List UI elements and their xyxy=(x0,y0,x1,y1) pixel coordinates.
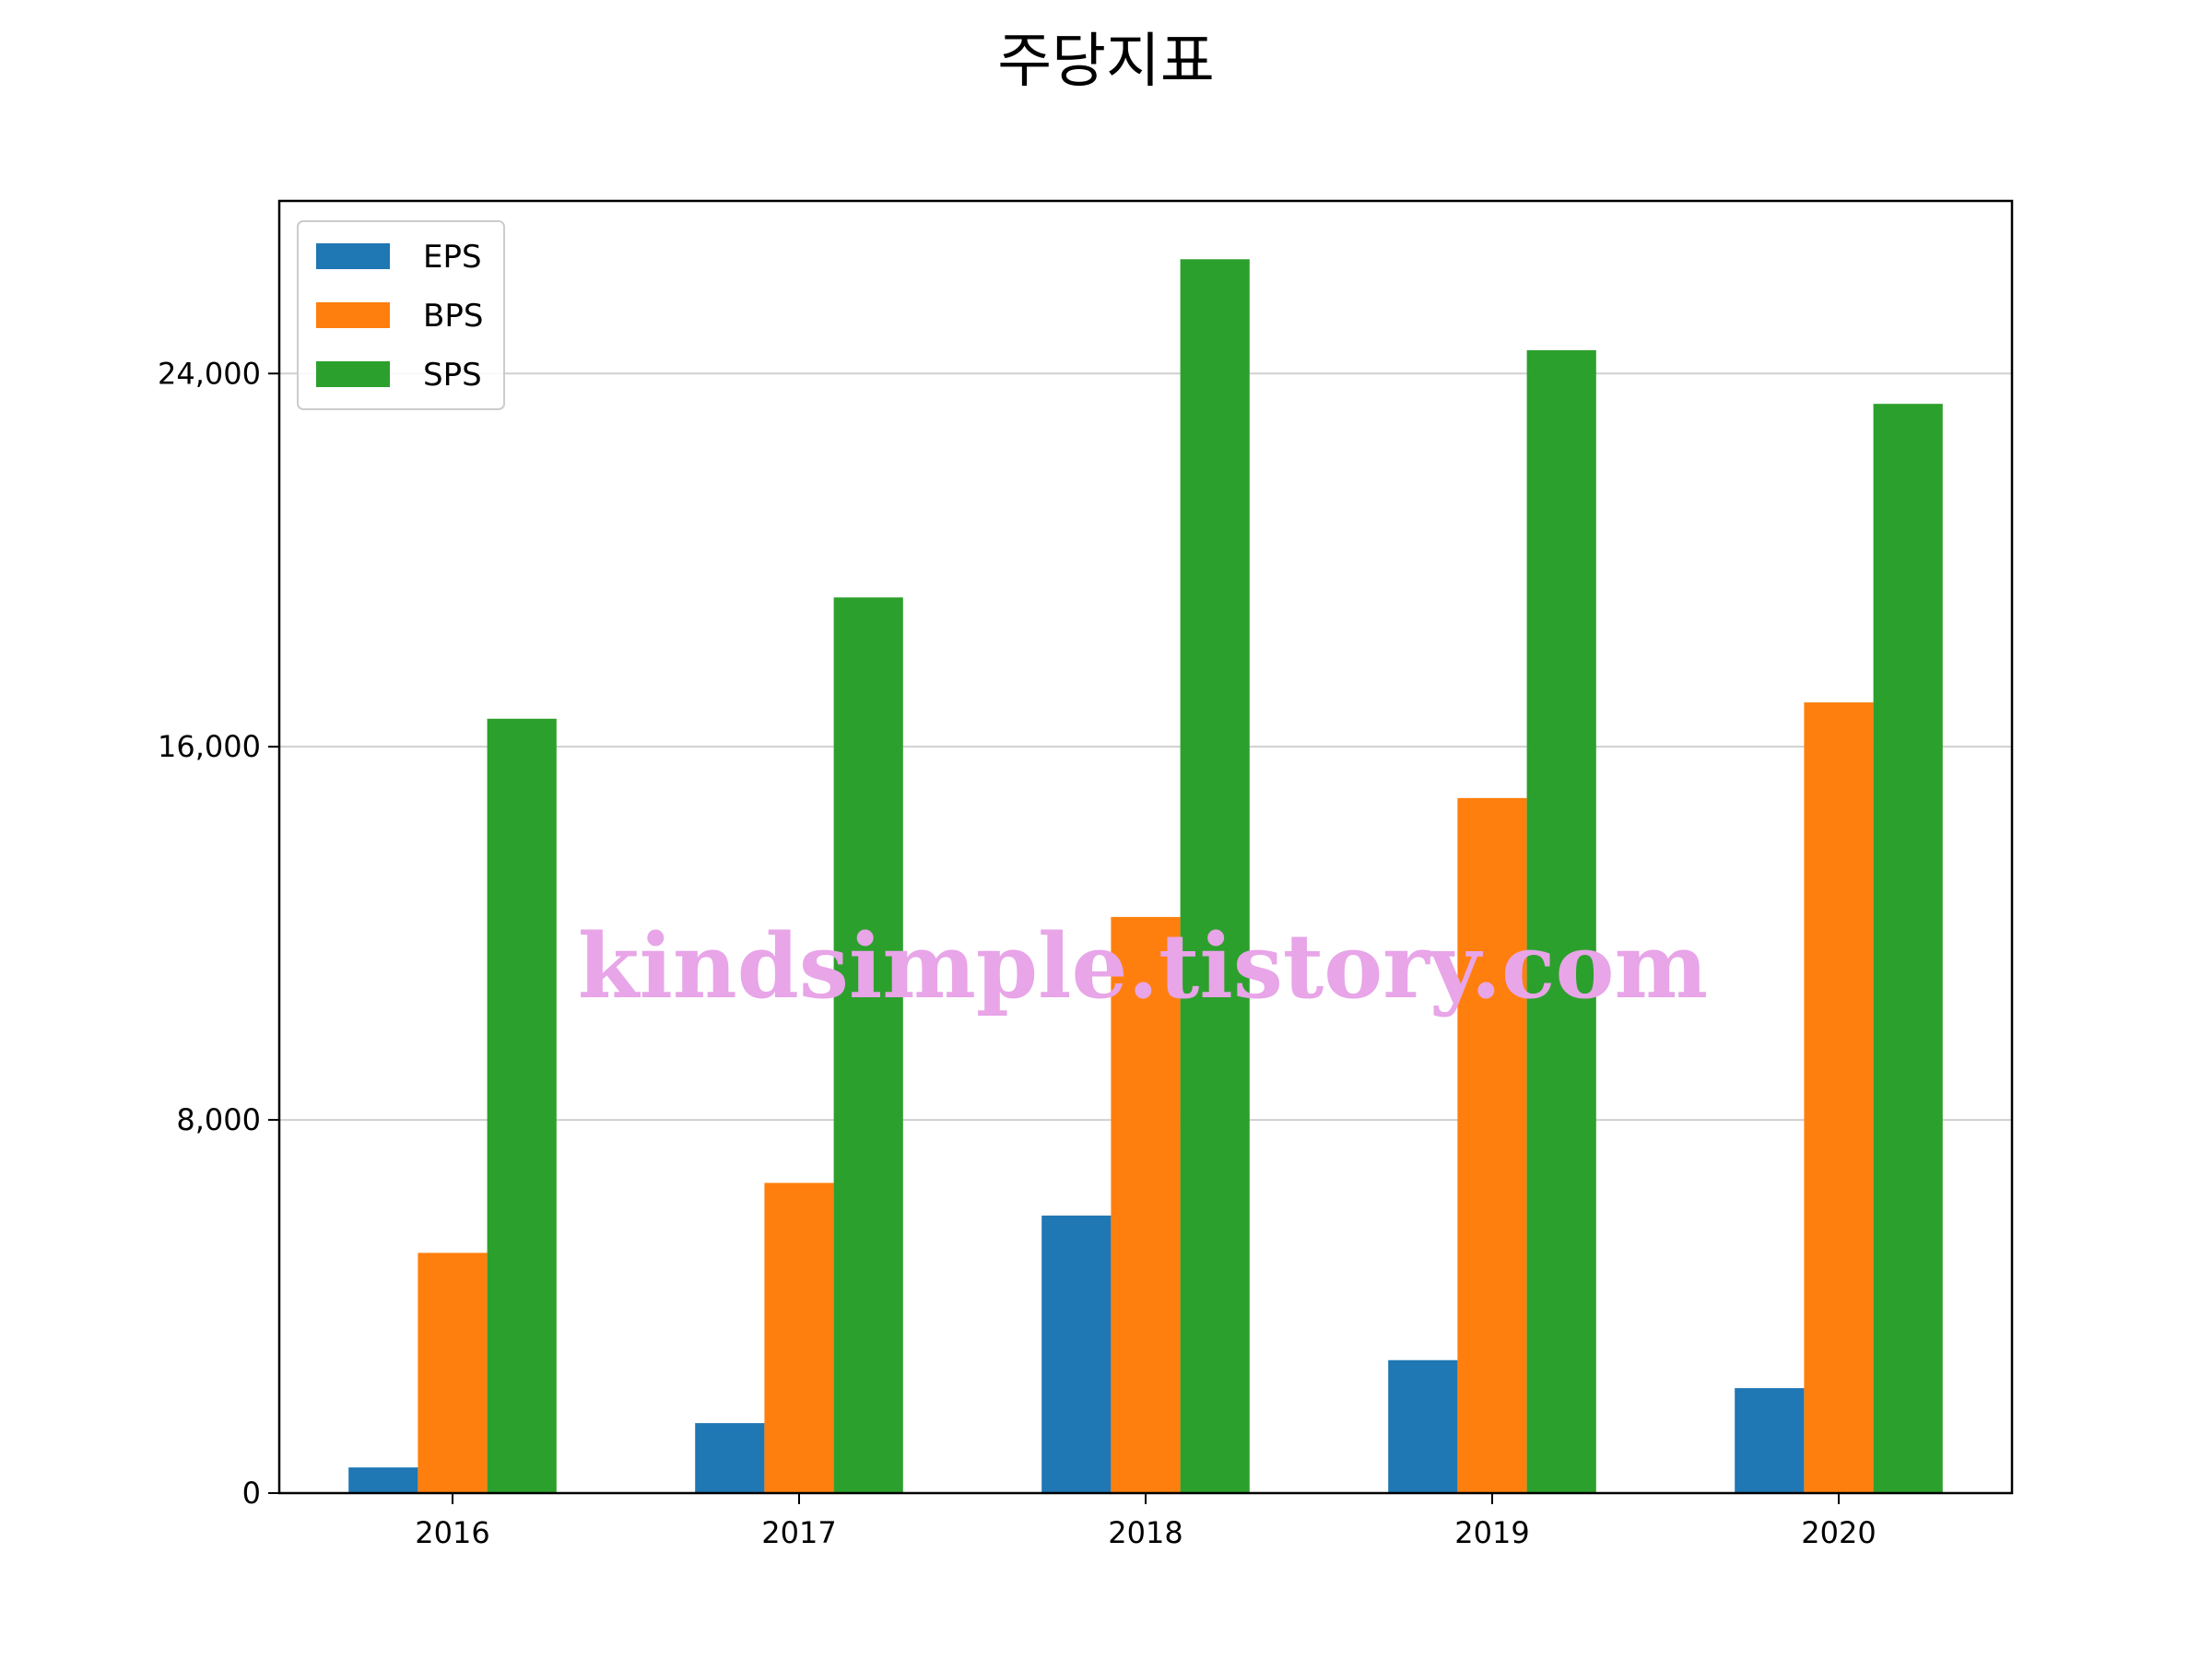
plot-frame xyxy=(277,199,2014,1495)
legend-label-bps: BPS xyxy=(423,298,483,335)
bar-sps-2016 xyxy=(487,718,557,1493)
bar-eps-2018 xyxy=(1041,1215,1112,1493)
legend-swatch-sps xyxy=(316,361,390,387)
y-tick-label: 16,000 xyxy=(158,729,261,764)
bar-eps-2017 xyxy=(695,1423,765,1493)
y-tick-label: 8,000 xyxy=(176,1102,261,1137)
x-tick-label: 2020 xyxy=(1801,1515,1876,1550)
x-tick-label: 2016 xyxy=(415,1515,489,1550)
bar-bps-2018 xyxy=(1111,916,1181,1493)
bar-bps-2020 xyxy=(1804,702,1874,1493)
legend: EPS BPS SPS xyxy=(297,220,505,410)
axes: 0 8,000 16,000 24,000 2016 2017 2018 2019 2020 xyxy=(158,199,2014,1550)
legend-swatch-bps xyxy=(316,302,390,328)
bar-bps-2016 xyxy=(418,1253,488,1493)
bar-eps-2019 xyxy=(1388,1359,1458,1493)
bar-bps-2019 xyxy=(1457,797,1527,1493)
x-tick-label: 2018 xyxy=(1108,1515,1182,1550)
bar-sps-2020 xyxy=(1873,404,1943,1493)
chart-title: 주당지표 xyxy=(997,28,1215,96)
bar-bps-2017 xyxy=(764,1182,834,1493)
x-tick-label: 2017 xyxy=(761,1515,836,1550)
y-tick-label: 0 xyxy=(242,1476,261,1511)
x-tick-label: 2019 xyxy=(1454,1515,1529,1550)
bar-sps-2017 xyxy=(833,597,903,1493)
y-tick-label: 24,000 xyxy=(158,356,261,391)
watermark-text: kindsimple.tistory.com xyxy=(578,914,1708,1018)
bar-eps-2016 xyxy=(348,1467,418,1493)
bar-sps-2019 xyxy=(1526,349,1596,1494)
bars xyxy=(348,259,1943,1494)
bar-eps-2020 xyxy=(1735,1388,1805,1493)
bar-sps-2018 xyxy=(1180,259,1250,1494)
legend-swatch-eps xyxy=(316,243,390,269)
legend-label-sps: SPS xyxy=(423,357,482,394)
legend-label-eps: EPS xyxy=(423,239,482,276)
